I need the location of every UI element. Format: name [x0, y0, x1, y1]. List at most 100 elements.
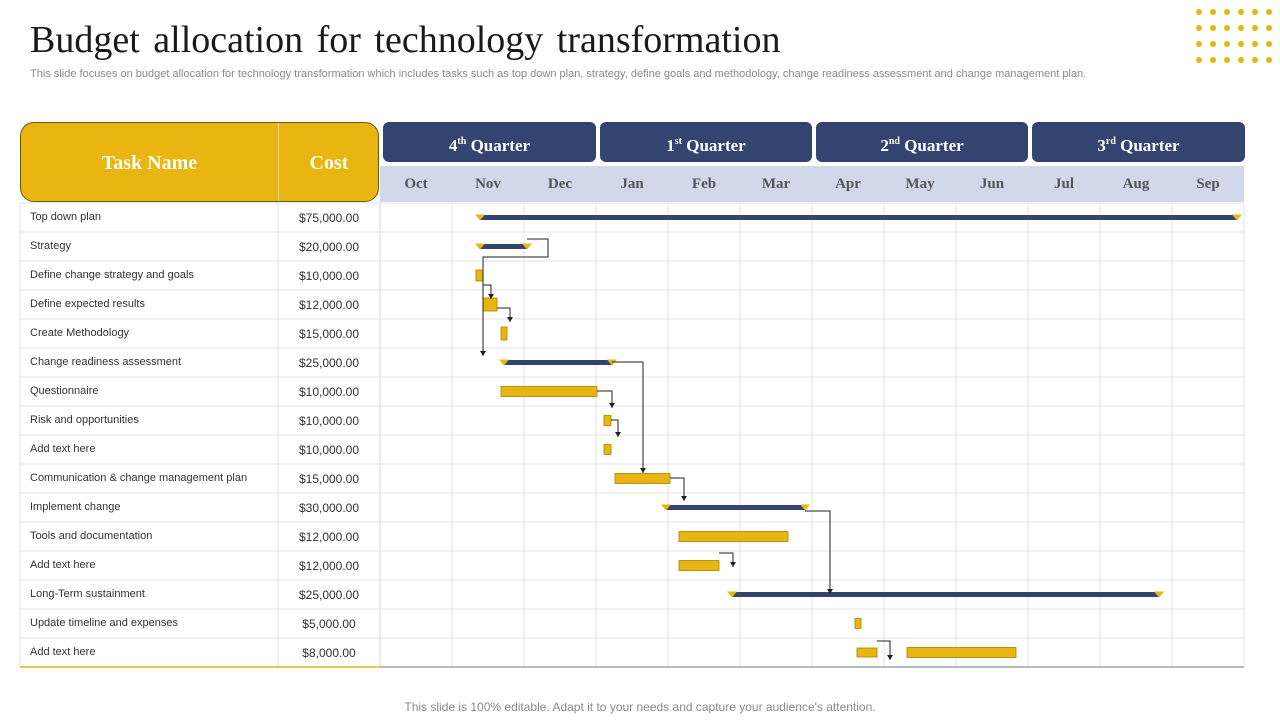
quarter-sup: th — [457, 136, 467, 147]
dot — [1196, 41, 1202, 47]
quarter-sup: rd — [1105, 136, 1116, 147]
task-name: Communication & change management plan — [30, 472, 248, 484]
summary-bar — [504, 360, 612, 365]
footer-note: This slide is 100% editable. Adapt it to… — [404, 700, 876, 714]
dependency-connector — [805, 510, 831, 594]
task-bar — [906, 647, 1017, 658]
summary-bar — [480, 244, 527, 249]
dependency-arrow — [681, 496, 687, 501]
summary-bar — [732, 592, 1159, 597]
month-label: May — [905, 176, 935, 192]
quarter-num: 3 — [1097, 136, 1106, 155]
dot — [1210, 9, 1216, 15]
milestone-marker — [727, 591, 737, 598]
dependency-arrow — [640, 468, 646, 473]
dot — [1266, 25, 1272, 31]
task-cost: $12,000.00 — [298, 530, 360, 544]
milestone-marker — [800, 504, 810, 511]
dependency-arrow — [887, 655, 893, 660]
quarter-header: 1st Quarter — [600, 122, 812, 162]
task-cost: $12,000.00 — [298, 559, 360, 573]
task-name: Long-Term sustainment — [30, 588, 145, 600]
milestone-marker — [522, 243, 532, 250]
task-header: Task Name Cost — [20, 122, 379, 202]
task-cost: $10,000.00 — [298, 385, 360, 399]
dot — [1196, 25, 1202, 31]
summary-bar — [480, 215, 1237, 220]
task-name: Strategy — [30, 240, 71, 252]
dependency-connector — [497, 307, 511, 322]
dot — [1210, 25, 1216, 31]
dot — [1266, 9, 1272, 15]
task-name: Add text here — [30, 646, 96, 658]
dependency-arrow — [609, 403, 615, 408]
quarter-num: 1 — [666, 136, 675, 155]
milestone-marker — [661, 504, 671, 511]
dot — [1266, 57, 1272, 63]
task-cost: $10,000.00 — [298, 414, 360, 428]
task-name: Risk and opportunities — [30, 414, 139, 426]
task-cost: $25,000.00 — [298, 588, 360, 602]
month-label: Feb — [691, 176, 717, 192]
quarter-num: 2 — [880, 136, 889, 155]
dependency-arrow — [507, 317, 513, 322]
dot — [1224, 41, 1230, 47]
header-divider — [278, 123, 279, 201]
dependency-connector — [611, 419, 619, 437]
task-bar — [856, 647, 878, 658]
task-cost: $15,000.00 — [298, 327, 360, 341]
dot — [1238, 25, 1244, 31]
task-bar — [854, 618, 862, 629]
dependency-arrow — [488, 294, 494, 299]
task-name: Questionnaire — [30, 385, 99, 397]
task-cost: $25,000.00 — [298, 356, 360, 370]
dependency-connector — [612, 361, 644, 473]
month-label: Jan — [620, 176, 644, 192]
task-name: Top down plan — [30, 211, 101, 223]
dot — [1224, 57, 1230, 63]
month-label: Nov — [475, 176, 501, 192]
task-bar — [603, 444, 612, 455]
page-title: Budget allocation for technology transfo… — [30, 19, 781, 61]
dot — [1238, 9, 1244, 15]
month-label: Sep — [1196, 176, 1220, 192]
dependency-arrow — [615, 432, 621, 437]
task-bar — [500, 326, 508, 341]
month-header-bar — [380, 166, 1244, 202]
milestone-marker — [475, 243, 485, 250]
dot — [1238, 57, 1244, 63]
task-name: Change readiness assessment — [30, 356, 182, 368]
dot — [1210, 41, 1216, 47]
task-cost: $30,000.00 — [298, 501, 360, 515]
dependency-arrow — [730, 562, 736, 567]
quarter-label: Quarter — [686, 136, 746, 155]
task-name: Define expected results — [30, 298, 145, 310]
task-bar — [482, 297, 498, 312]
task-name: Update timeline and expenses — [30, 617, 178, 629]
quarter-num: 4 — [448, 136, 458, 155]
task-name: Define change strategy and goals — [30, 269, 194, 281]
task-bar — [678, 531, 789, 542]
milestone-marker — [1232, 214, 1242, 221]
dot — [1252, 9, 1258, 15]
dot — [1224, 25, 1230, 31]
dot — [1238, 41, 1244, 47]
dot-grid-decoration — [1196, 9, 1276, 64]
page-subtitle: This slide focuses on budget allocation … — [30, 68, 1087, 80]
quarter-sup: st — [674, 136, 682, 147]
milestone-marker — [475, 214, 485, 221]
task-name: Add text here — [30, 559, 96, 571]
task-name: Create Methodology — [30, 327, 130, 339]
dependency-connector — [482, 238, 549, 356]
dot — [1266, 41, 1272, 47]
task-name: Implement change — [30, 501, 121, 513]
task-cost: $75,000.00 — [298, 211, 360, 225]
dot — [1252, 25, 1258, 31]
milestone-marker — [1154, 591, 1164, 598]
dependency-connector — [670, 477, 685, 501]
dependency-connector — [877, 640, 891, 660]
month-label: Dec — [547, 176, 573, 192]
quarter-header: 3rd Quarter — [1032, 122, 1245, 162]
month-label: Apr — [835, 176, 861, 192]
task-cost: $8,000.00 — [302, 646, 356, 660]
